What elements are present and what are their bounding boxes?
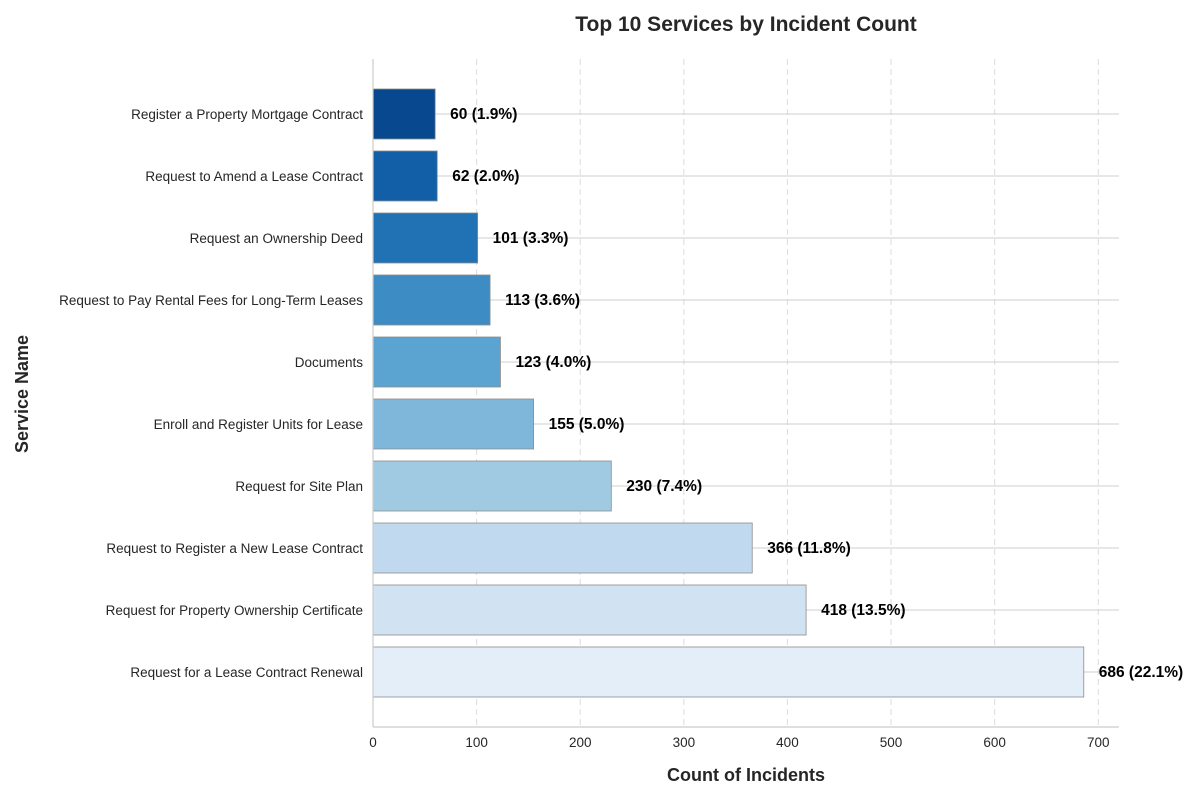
bar: [372, 212, 479, 264]
category-label: Request an Ownership Deed: [190, 231, 363, 246]
x-tick-label: 600: [983, 735, 1006, 750]
data-label: 113 (3.6%): [505, 292, 580, 309]
category-label: Request for Site Plan: [235, 479, 363, 494]
data-label: 686 (22.1%): [1099, 664, 1183, 681]
bar: [372, 88, 436, 140]
bar: [372, 522, 753, 574]
category-label: Request to Amend a Lease Contract: [145, 169, 363, 184]
category-label: Request for Property Ownership Certifica…: [106, 603, 363, 618]
category-label: Register a Property Mortgage Contract: [131, 107, 363, 122]
category-label: Request to Register a New Lease Contract: [106, 541, 363, 556]
x-tick-label: 100: [465, 735, 488, 750]
data-label: 418 (13.5%): [821, 602, 905, 619]
chart-title: Top 10 Services by Incident Count: [575, 13, 917, 36]
data-label: 60 (1.9%): [450, 106, 517, 123]
data-label: 155 (5.0%): [549, 416, 625, 433]
data-label: 101 (3.3%): [493, 230, 569, 247]
bar: [372, 336, 501, 388]
x-tick-label: 400: [776, 735, 799, 750]
category-label: Request for a Lease Contract Renewal: [130, 665, 363, 680]
data-label: 230 (7.4%): [626, 478, 702, 495]
x-tick-label: 0: [369, 735, 377, 750]
category-label: Request to Pay Rental Fees for Long-Term…: [59, 293, 363, 308]
bar: [372, 584, 807, 636]
axes-layer: [372, 59, 1119, 728]
labels-layer: 0 100 200 300 400 500 600 700 Register a Propert…: [59, 106, 1183, 750]
bar: [372, 150, 438, 202]
x-tick-label: 200: [569, 735, 592, 750]
x-tick-label: 500: [880, 735, 903, 750]
data-label: 366 (11.8%): [767, 540, 851, 557]
bars-layer: [372, 88, 1085, 698]
category-label: Documents: [295, 355, 364, 370]
data-label: 123 (4.0%): [515, 354, 591, 371]
x-tick-label: 700: [1087, 735, 1110, 750]
bar: [372, 460, 612, 512]
bar: [372, 274, 491, 326]
y-axis-title: Service Name: [12, 335, 32, 453]
x-axis-title: Count of Incidents: [667, 765, 825, 785]
data-label: 62 (2.0%): [452, 168, 519, 185]
category-label: Enroll and Register Units for Lease: [154, 417, 363, 432]
bar: [372, 398, 534, 450]
bar: [372, 646, 1085, 698]
x-tick-label: 300: [673, 735, 696, 750]
